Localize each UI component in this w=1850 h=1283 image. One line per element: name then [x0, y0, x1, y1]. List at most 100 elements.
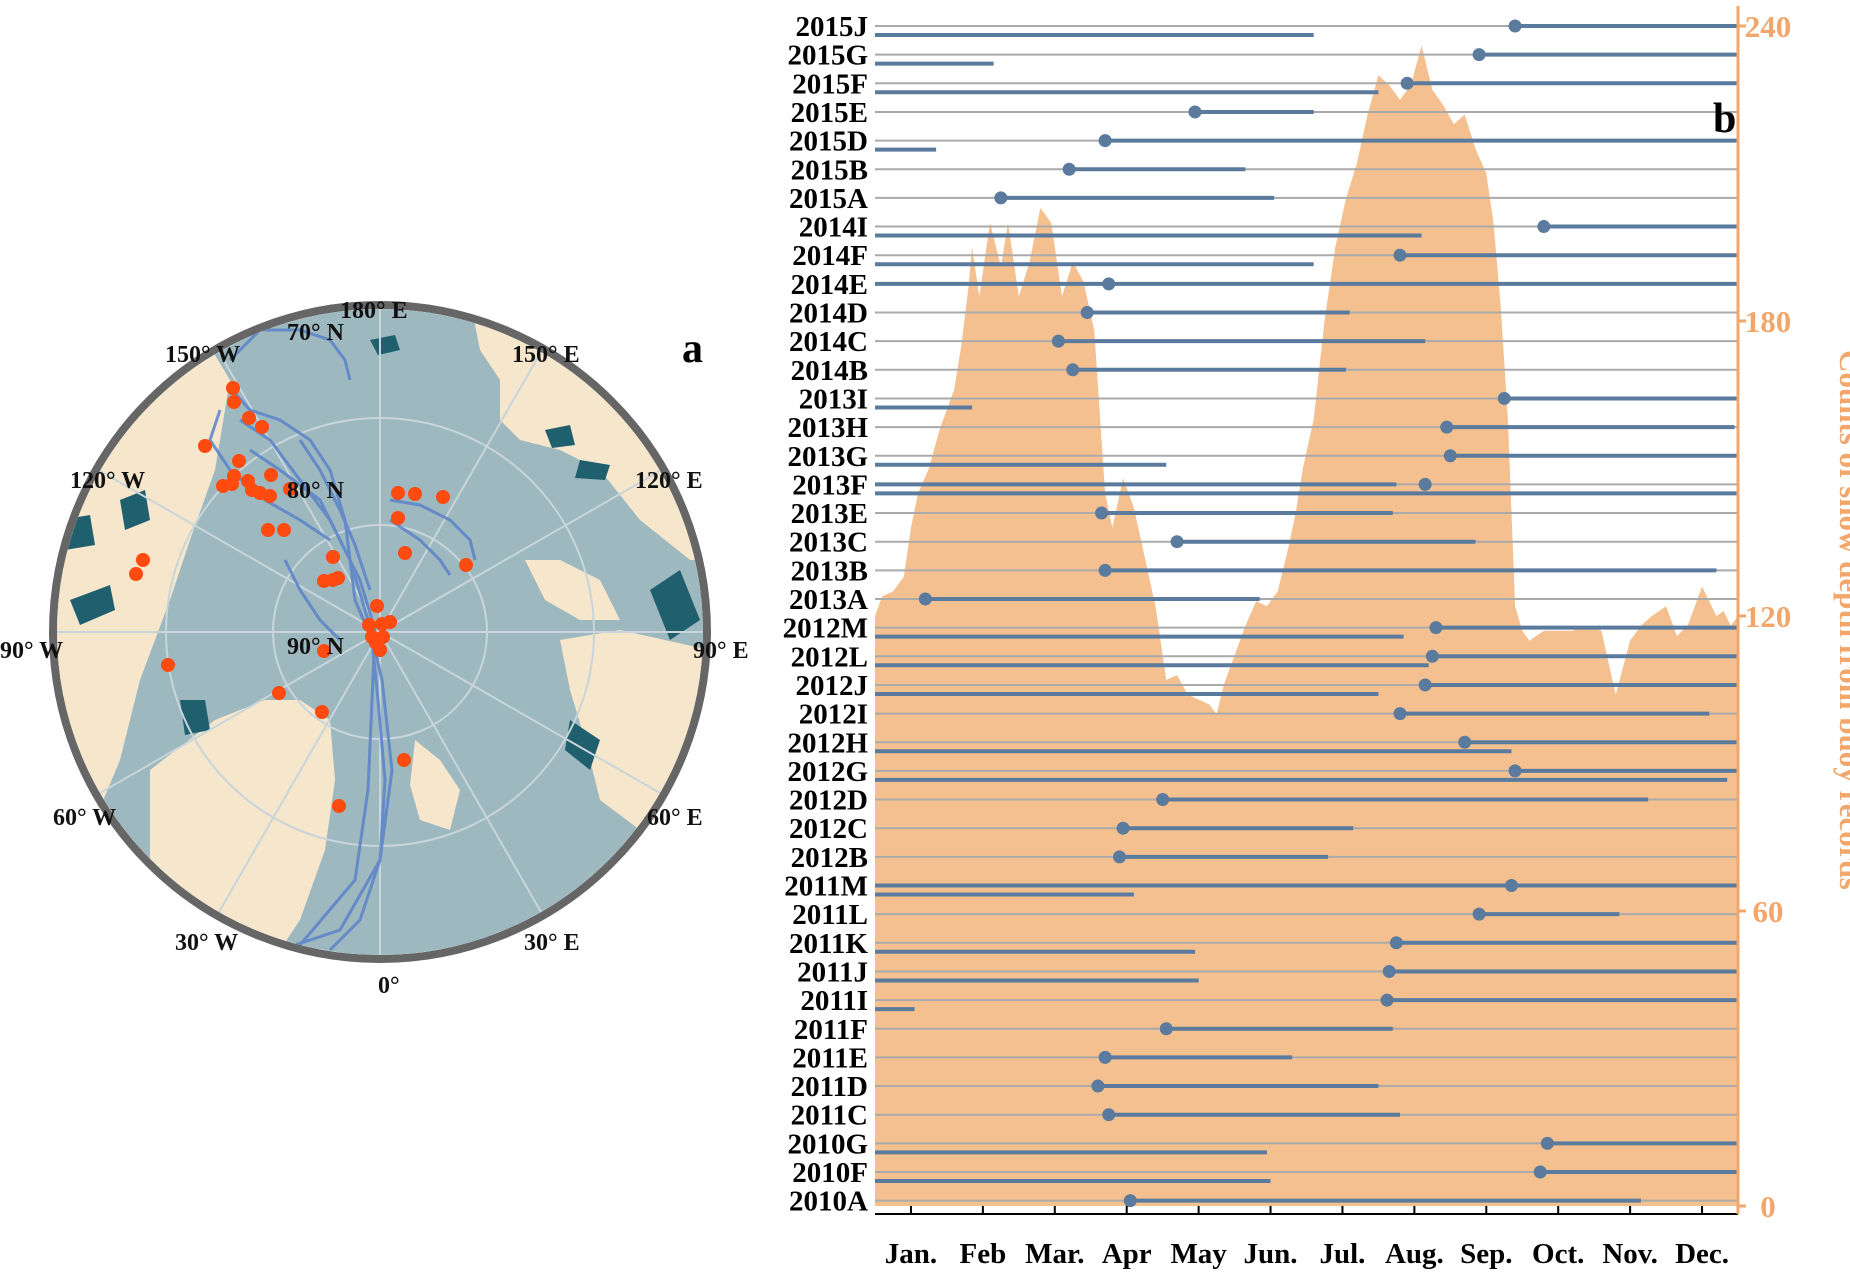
- buoy-start-point: [242, 411, 256, 425]
- buoy-start-point: [383, 615, 397, 629]
- graticule: [57, 309, 703, 955]
- buoy-label: 2011J: [797, 956, 868, 988]
- buoy-start-point: [373, 643, 387, 657]
- buoy-start-point: [283, 482, 297, 496]
- right-tick-label: 240: [1745, 9, 1792, 44]
- buoy-start-marker: [1102, 1108, 1116, 1122]
- buoy-label: 2015E: [791, 97, 868, 129]
- right-tick-label: 120: [1745, 599, 1792, 634]
- land-novaya-zemlya: [525, 560, 620, 620]
- buoy-label: 2012D: [789, 785, 868, 817]
- label-150w: 150° W: [165, 342, 240, 368]
- buoy-label: 2014B: [791, 355, 868, 387]
- buoy-start-point: [397, 753, 411, 767]
- buoy-start-point: [408, 487, 422, 501]
- buoy-start-marker: [1400, 76, 1414, 90]
- buoy-start-marker: [1472, 907, 1486, 921]
- panel-a-letter: a: [682, 326, 703, 372]
- buoy-label: 2015G: [787, 40, 868, 72]
- buoy-start-marker: [1418, 678, 1432, 692]
- buoy-start-point: [263, 489, 277, 503]
- buoy-label: 2011F: [794, 1014, 868, 1046]
- buoy-start-marker: [1389, 936, 1403, 950]
- buoy-start-marker: [1504, 879, 1518, 892]
- panel-a-map: 180° E 150° W 150° E 120° W 120° E 90° W…: [0, 298, 749, 999]
- label-90w: 90° W: [0, 638, 63, 664]
- buoy-start-marker: [918, 592, 932, 606]
- buoy-label: 2014F: [792, 240, 868, 272]
- ice-fringe-7: [565, 720, 600, 770]
- buoy-start-point: [459, 558, 473, 572]
- label-70n: 70° N: [287, 320, 345, 346]
- buoy-start-point: [264, 468, 278, 482]
- ice-fringe-8: [370, 335, 400, 355]
- month-label: Jan.: [885, 1238, 937, 1270]
- buoy-label: 2010F: [792, 1157, 868, 1189]
- right-axis-title: Counts of snow depth from buoy records: [1833, 350, 1850, 890]
- label-90n: 90° N: [287, 634, 345, 660]
- buoy-start-point: [226, 381, 240, 395]
- buoy-label: 2015D: [789, 126, 868, 158]
- buoy-start-marker: [1537, 220, 1551, 234]
- month-label: Apr: [1102, 1238, 1152, 1270]
- buoy-bars: [875, 19, 1738, 1208]
- month-label: Jun.: [1244, 1238, 1298, 1270]
- buoy-label: 2014E: [791, 269, 868, 301]
- buoy-label: 2012I: [799, 699, 868, 731]
- buoy-start-point: [136, 553, 150, 567]
- buoy-start-marker: [1102, 277, 1116, 291]
- buoy-start-marker: [1080, 306, 1094, 319]
- buoy-start-marker: [1098, 1050, 1112, 1064]
- buoy-label: 2011D: [791, 1071, 868, 1103]
- buoy-start-point: [227, 395, 241, 409]
- buoy-start-marker: [1095, 506, 1109, 520]
- buoy-label: 2012M: [783, 613, 868, 645]
- buoy-tracks: [208, 328, 477, 952]
- buoy-start-point: [261, 523, 275, 537]
- ice-fringe-6: [650, 570, 700, 640]
- right-y-axis: 0 60 120 180 240: [1736, 6, 1792, 1224]
- buoy-start-marker: [1159, 1022, 1173, 1036]
- buoy-label: 2013A: [789, 584, 868, 616]
- month-label: Mar.: [1025, 1238, 1084, 1270]
- ice-fringe-9: [545, 425, 575, 448]
- land-svalbard: [410, 740, 460, 830]
- buoy-label: 2011E: [792, 1042, 868, 1074]
- buoy-start-point: [315, 705, 329, 719]
- buoy-start-marker: [1062, 162, 1076, 176]
- buoy-start-points: [129, 381, 473, 813]
- buoy-start-point: [326, 550, 340, 564]
- buoy-start-point: [370, 599, 384, 613]
- month-label: Nov.: [1602, 1238, 1658, 1270]
- buoy-start-point: [331, 571, 345, 585]
- panel-b-timeline: 2015J2015G2015F2015E2015D2015B2015A2014I…: [783, 6, 1850, 1270]
- buoy-start-point: [362, 618, 376, 632]
- buoy-start-marker: [1170, 535, 1184, 549]
- ice-fringe-5: [575, 460, 610, 480]
- buoy-start-point: [436, 490, 450, 504]
- buoy-start-point: [198, 439, 212, 453]
- buoy-start-point: [391, 511, 405, 525]
- buoy-label: 2013C: [789, 527, 868, 559]
- buoy-label: 2012H: [787, 727, 868, 759]
- label-120e: 120° E: [635, 468, 703, 494]
- buoy-start-point: [317, 644, 331, 658]
- label-0: 0°: [378, 973, 400, 999]
- label-60w: 60° W: [53, 805, 116, 831]
- buoy-start-marker: [1393, 707, 1407, 721]
- buoy-label: 2015F: [792, 68, 868, 100]
- buoy-label: 2015J: [796, 11, 869, 43]
- buoy-label: 2012L: [791, 641, 868, 673]
- buoy-label: 2012J: [796, 670, 869, 702]
- buoy-start-marker: [1113, 850, 1127, 864]
- buoy-start-point: [391, 486, 405, 500]
- buoy-start-marker: [1508, 764, 1522, 778]
- right-tick-label: 180: [1745, 304, 1792, 339]
- month-label: Feb: [960, 1238, 1007, 1270]
- buoy-start-point: [376, 630, 390, 644]
- panel-b-letter: b: [1713, 96, 1736, 142]
- buoy-start-marker: [1472, 48, 1486, 62]
- buoy-start-marker: [1123, 1194, 1137, 1208]
- buoy-start-marker: [1497, 391, 1511, 405]
- label-60e: 60° E: [647, 805, 703, 831]
